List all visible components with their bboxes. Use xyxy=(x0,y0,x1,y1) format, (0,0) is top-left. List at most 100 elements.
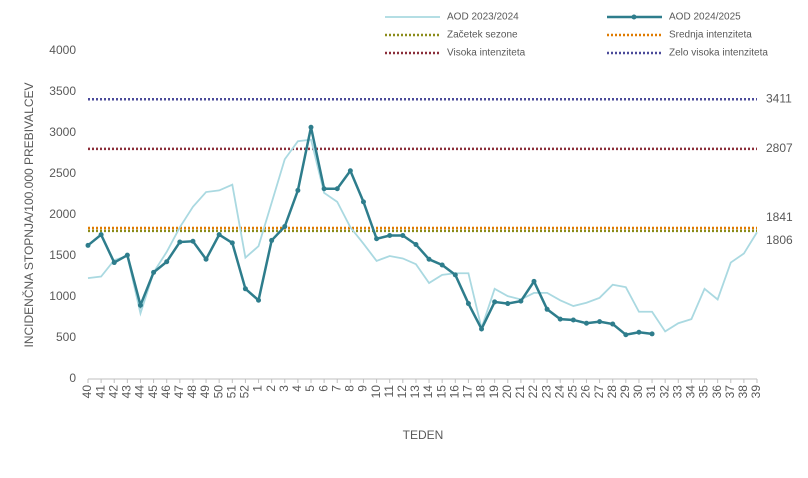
series-marker xyxy=(583,320,589,326)
y-tick-label: 4000 xyxy=(49,43,76,57)
series-marker xyxy=(531,278,537,284)
x-tick-label: 28 xyxy=(605,385,619,399)
x-tick-label: 14 xyxy=(421,385,435,399)
series-marker xyxy=(636,329,642,335)
series-marker xyxy=(321,186,327,192)
series-marker xyxy=(649,331,655,337)
x-tick-label: 43 xyxy=(120,385,134,399)
x-tick-label: 32 xyxy=(657,385,671,399)
series-marker xyxy=(177,239,183,245)
x-tick-label: 29 xyxy=(618,385,632,399)
x-tick-label: 22 xyxy=(526,385,540,399)
series-marker xyxy=(295,187,301,193)
x-tick-label: 35 xyxy=(697,385,711,399)
threshold-label: 1806 xyxy=(766,233,793,247)
series-marker xyxy=(203,256,209,262)
series-marker xyxy=(439,262,445,268)
series-marker xyxy=(623,332,629,338)
threshold-label: 1841 xyxy=(766,210,793,224)
series-marker xyxy=(544,306,550,312)
series-marker xyxy=(347,168,353,174)
x-tick-label: 31 xyxy=(644,385,658,399)
y-axis-label: INCIDENČNA STOPNJA/100.000 PREBIVALCEV xyxy=(21,83,36,348)
series-marker xyxy=(256,297,262,303)
series-marker xyxy=(597,319,603,325)
x-tick-label: 9 xyxy=(356,385,370,392)
y-tick-label: 0 xyxy=(69,371,76,385)
x-tick-label: 12 xyxy=(395,385,409,399)
legend-label: Srednja intenziteta xyxy=(669,30,752,41)
x-tick-label: 33 xyxy=(670,385,684,399)
series-marker xyxy=(426,256,432,262)
x-tick-label: 45 xyxy=(146,385,160,399)
x-tick-label: 41 xyxy=(93,385,107,399)
legend-label: AOD 2023/2024 xyxy=(447,12,519,23)
x-tick-label: 15 xyxy=(434,385,448,399)
threshold-label: 2807 xyxy=(766,141,793,155)
series-marker xyxy=(465,301,471,307)
series-marker xyxy=(242,286,248,292)
x-tick-label: 16 xyxy=(447,385,461,399)
series-marker xyxy=(557,316,563,322)
series-marker xyxy=(479,326,485,332)
series-marker xyxy=(387,233,393,238)
series-marker xyxy=(216,232,222,238)
series-marker xyxy=(151,269,157,275)
series-marker xyxy=(282,223,288,229)
x-tick-label: 21 xyxy=(513,385,527,399)
series-marker xyxy=(137,302,143,308)
threshold-label: 3411 xyxy=(766,91,792,105)
x-tick-label: 30 xyxy=(631,385,645,399)
series-marker xyxy=(413,242,419,248)
x-tick-label: 19 xyxy=(487,385,501,399)
x-tick-label: 20 xyxy=(500,385,514,399)
series-marker xyxy=(124,252,130,258)
series-marker xyxy=(610,321,616,327)
x-tick-label: 52 xyxy=(238,385,252,399)
series-marker xyxy=(452,272,458,278)
series-marker xyxy=(229,240,235,246)
x-tick-label: 3 xyxy=(277,385,291,392)
x-tick-label: 44 xyxy=(133,385,147,399)
x-tick-label: 17 xyxy=(461,385,475,399)
x-tick-label: 23 xyxy=(539,385,553,399)
y-tick-label: 2500 xyxy=(49,166,76,180)
x-tick-label: 6 xyxy=(316,385,330,392)
x-tick-label: 1 xyxy=(251,385,265,392)
x-tick-label: 4 xyxy=(290,385,304,392)
x-tick-label: 50 xyxy=(211,385,225,399)
x-tick-label: 37 xyxy=(723,385,737,399)
x-tick-label: 27 xyxy=(592,385,606,399)
series-marker xyxy=(518,298,524,304)
x-tick-label: 39 xyxy=(749,385,763,399)
series-marker xyxy=(85,242,91,248)
series-marker xyxy=(400,233,406,238)
x-tick-label: 46 xyxy=(159,385,173,399)
series-marker xyxy=(374,236,380,242)
x-tick-label: 10 xyxy=(369,385,383,399)
series-marker xyxy=(308,124,314,130)
series-marker xyxy=(360,199,366,205)
y-tick-label: 1000 xyxy=(49,289,76,303)
legend-label: Začetek sezone xyxy=(447,30,518,41)
series-marker xyxy=(334,186,340,192)
series-marker xyxy=(269,237,275,243)
x-tick-label: 42 xyxy=(106,385,120,399)
legend-marker xyxy=(631,14,637,20)
x-tick-label: 8 xyxy=(343,385,357,392)
x-tick-label: 38 xyxy=(736,385,750,399)
series-marker xyxy=(164,259,170,265)
legend-label: Zelo visoka intenziteta xyxy=(669,48,768,59)
x-tick-label: 2 xyxy=(264,385,278,392)
x-tick-label: 25 xyxy=(566,385,580,399)
series-marker xyxy=(570,317,576,323)
y-tick-label: 3000 xyxy=(49,125,76,139)
y-tick-label: 500 xyxy=(56,330,76,344)
series-marker xyxy=(98,232,104,238)
y-tick-label: 3500 xyxy=(49,84,76,98)
x-axis-label: TEDEN xyxy=(403,428,444,442)
series-marker xyxy=(505,301,511,307)
y-tick-label: 1500 xyxy=(49,248,76,262)
